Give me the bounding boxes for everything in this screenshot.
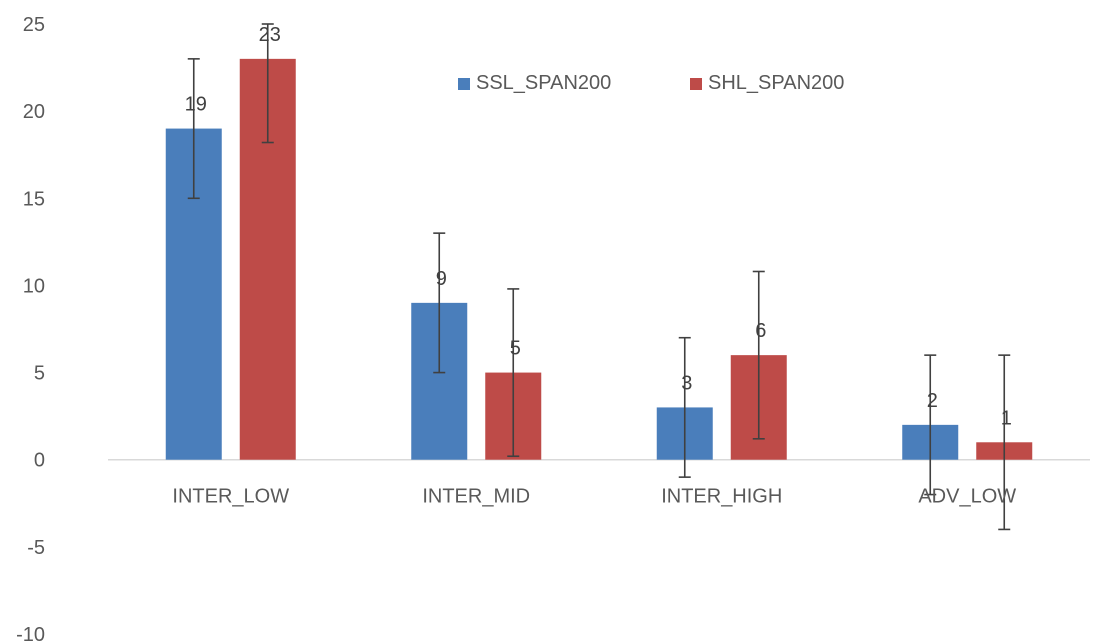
- x-tick-label: INTER_HIGH: [661, 486, 782, 508]
- data-labels-group: 19 23 9 5 3 6 2 1: [185, 24, 1012, 429]
- y-tick-label: 5: [34, 363, 45, 385]
- y-axis: -10 -5 0 5 10 15 20 25: [16, 14, 45, 644]
- data-label: 6: [755, 320, 766, 342]
- legend: SSL_SPAN200 SHL_SPAN200: [458, 72, 844, 94]
- y-tick-label: 15: [23, 188, 45, 210]
- y-tick-label: -5: [27, 537, 45, 559]
- x-tick-label: INTER_LOW: [172, 486, 289, 508]
- y-tick-label: 20: [23, 101, 45, 123]
- data-label: 23: [259, 24, 281, 46]
- x-tick-label: ADV_LOW: [918, 486, 1016, 508]
- data-label: 19: [185, 94, 207, 116]
- y-tick-label: 10: [23, 275, 45, 297]
- y-tick-label: -10: [16, 624, 45, 644]
- legend-swatch: [458, 78, 470, 90]
- bars-group: [165, 58, 1033, 460]
- y-tick-label: 25: [23, 14, 45, 36]
- data-label: 1: [1001, 407, 1012, 429]
- data-label: 9: [436, 268, 447, 290]
- legend-label: SSL_SPAN200: [476, 72, 611, 94]
- data-label: 3: [681, 372, 692, 394]
- data-label: 2: [927, 390, 938, 412]
- error-bars-group: [187, 23, 1011, 531]
- legend-label: SHL_SPAN200: [708, 72, 844, 94]
- x-tick-label: INTER_MID: [422, 486, 530, 508]
- data-label: 5: [510, 338, 521, 360]
- legend-swatch: [690, 78, 702, 90]
- x-axis: INTER_LOW INTER_MID INTER_HIGH ADV_LOW: [172, 486, 1016, 508]
- y-tick-label: 0: [34, 450, 45, 472]
